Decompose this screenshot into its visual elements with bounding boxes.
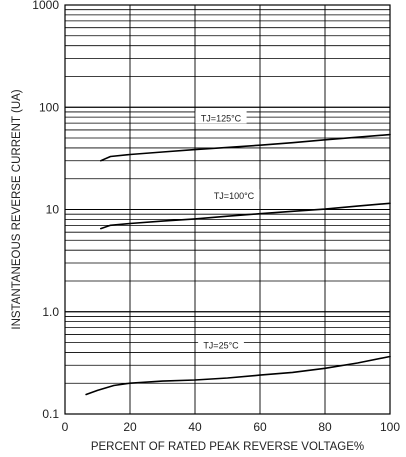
curve-label-text: TJ=100°C	[214, 191, 255, 201]
y-axis-title: INSTANTANEOUS REVERSE CURRENT (UA)	[11, 89, 23, 329]
annotation-group: TJ=125°C TJ=100°C TJ=25°C	[195, 111, 260, 351]
y-tick-label: 1.0	[42, 305, 59, 319]
y-tick-label: 10	[46, 203, 60, 217]
plot-frame	[64, 4, 391, 415]
curve-label-background	[208, 189, 260, 202]
x-tick-label: 100	[380, 420, 400, 434]
curve-label: TJ=100°C	[208, 189, 260, 202]
series-group	[85, 133, 391, 396]
y-tick-label: 1000	[32, 0, 59, 12]
tick-label-group: 0 20 40 60 80 100 0.1 1.0 10 100 1000	[32, 0, 400, 434]
series-line	[100, 202, 391, 230]
x-tick-label: 60	[253, 420, 267, 434]
x-tick-label: 20	[123, 420, 137, 434]
curve-label-background	[198, 338, 244, 351]
x-tick-label: 0	[62, 420, 69, 434]
curve-label-text: TJ=125°C	[201, 113, 242, 123]
x-tick-label: 80	[318, 420, 332, 434]
curve-label-text: TJ=25°C	[203, 340, 239, 350]
series-line	[100, 133, 391, 162]
y-tick-label: 100	[39, 100, 59, 114]
curve-label-background	[195, 111, 247, 124]
grid	[65, 5, 390, 414]
curve-label: TJ=25°C	[198, 338, 244, 351]
y-tick-label: 0.1	[42, 407, 59, 421]
curve-label: TJ=125°C	[195, 111, 247, 124]
x-axis-title: PERCENT OF RATED PEAK REVERSE VOLTAGE%	[91, 441, 364, 453]
series-line	[85, 355, 391, 396]
x-tick-label: 40	[188, 420, 202, 434]
